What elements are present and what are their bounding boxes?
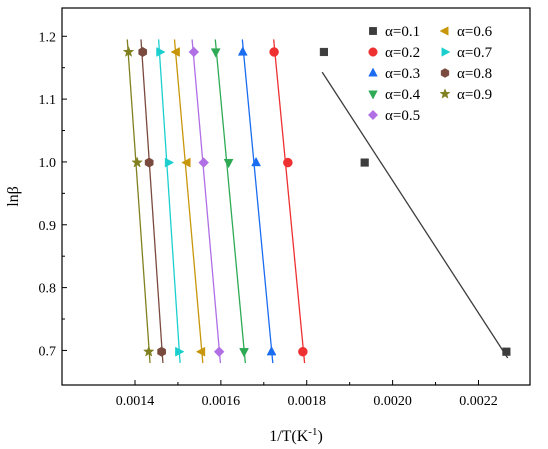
plot-frame: [61, 7, 531, 386]
x-axis-label-end: ): [317, 428, 322, 445]
data-point: [298, 346, 308, 357]
legend-label: α=0.7: [457, 45, 493, 61]
y-axis: 0.7 0.8 0.9 1.0 1.1 1.2: [39, 30, 67, 359]
fit-line: [214, 39, 246, 364]
data-point: [360, 158, 369, 167]
fit-line: [273, 39, 306, 364]
data-point: [188, 46, 200, 58]
legend-marker: [368, 47, 378, 57]
legend-marker: [369, 27, 377, 35]
data-point: [283, 157, 293, 168]
legend-marker: [367, 109, 379, 121]
data-point: [237, 46, 248, 56]
legend-marker: [441, 47, 451, 57]
data-point: [269, 47, 279, 57]
data-point: [266, 345, 277, 356]
legend-label: α=0.6: [457, 24, 493, 40]
x-tick-label: 0.0016: [202, 394, 241, 409]
fit-lines: [126, 39, 509, 364]
x-tick-label: 0.0022: [459, 394, 498, 409]
data-point: [170, 47, 180, 57]
y-tick-label: 0.9: [39, 219, 57, 234]
data-point: [157, 346, 166, 357]
legend-label: α=0.2: [385, 45, 420, 61]
legend-label: α=0.4: [385, 87, 421, 103]
fit-line: [126, 39, 151, 364]
y-tick-label: 1.0: [39, 156, 57, 171]
x-tick-label: 0.0018: [287, 394, 326, 409]
data-point: [239, 348, 249, 358]
data-point: [175, 346, 185, 357]
data-point: [223, 158, 234, 169]
data-point: [181, 157, 191, 168]
x-axis: 0.0014 0.0016 0.0018 0.0020 0.0022: [116, 380, 498, 409]
x-tick-label: 0.0020: [373, 394, 412, 409]
y-tick-label: 1.2: [39, 30, 57, 45]
fit-line: [157, 39, 181, 364]
data-point: [142, 345, 155, 357]
data-point: [195, 346, 206, 357]
legend: α=0.1 α=0.2 α=0.3 α=0.4 α=0.5 α=0.6 α=0.7 α=0.8…: [367, 24, 493, 124]
data-point: [210, 48, 221, 58]
y-tick-label: 1.1: [39, 93, 57, 108]
legend-label: α=0.8: [457, 66, 492, 82]
fit-line: [321, 71, 509, 359]
data-point: [198, 157, 209, 168]
data-point: [164, 157, 175, 168]
data-point: [319, 47, 328, 57]
legend-label: α=0.9: [457, 87, 492, 103]
data-point: [251, 156, 261, 167]
fit-line: [191, 39, 222, 364]
data-point: [144, 157, 154, 168]
x-axis-label: 1/T(K-1): [269, 426, 323, 445]
legend-marker: [440, 68, 450, 78]
fit-line: [173, 39, 204, 364]
fit-line: [241, 39, 274, 364]
legend-label: α=0.1: [385, 24, 420, 40]
legend-label: α=0.5: [385, 108, 420, 124]
data-point: [502, 347, 511, 356]
data-point: [138, 46, 148, 57]
y-tick-label: 0.7: [39, 344, 57, 359]
data-point: [156, 47, 166, 57]
x-tick-label: 0.0014: [116, 394, 155, 409]
data-point: [122, 45, 135, 57]
y-axis-label: lnβ: [5, 186, 22, 207]
y-tick-label: 0.8: [39, 282, 57, 297]
data-points: [122, 45, 511, 358]
x-axis-label-main: 1/T(K: [269, 428, 309, 445]
fit-line: [140, 39, 164, 364]
data-point: [213, 346, 225, 358]
data-point: [131, 156, 143, 168]
legend-marker: [368, 67, 378, 77]
legend-marker: [439, 26, 449, 36]
legend-marker: [368, 90, 378, 100]
x-axis-label-sup: -1: [308, 426, 317, 438]
legend-label: α=0.3: [385, 66, 420, 82]
legend-marker: [439, 88, 451, 99]
